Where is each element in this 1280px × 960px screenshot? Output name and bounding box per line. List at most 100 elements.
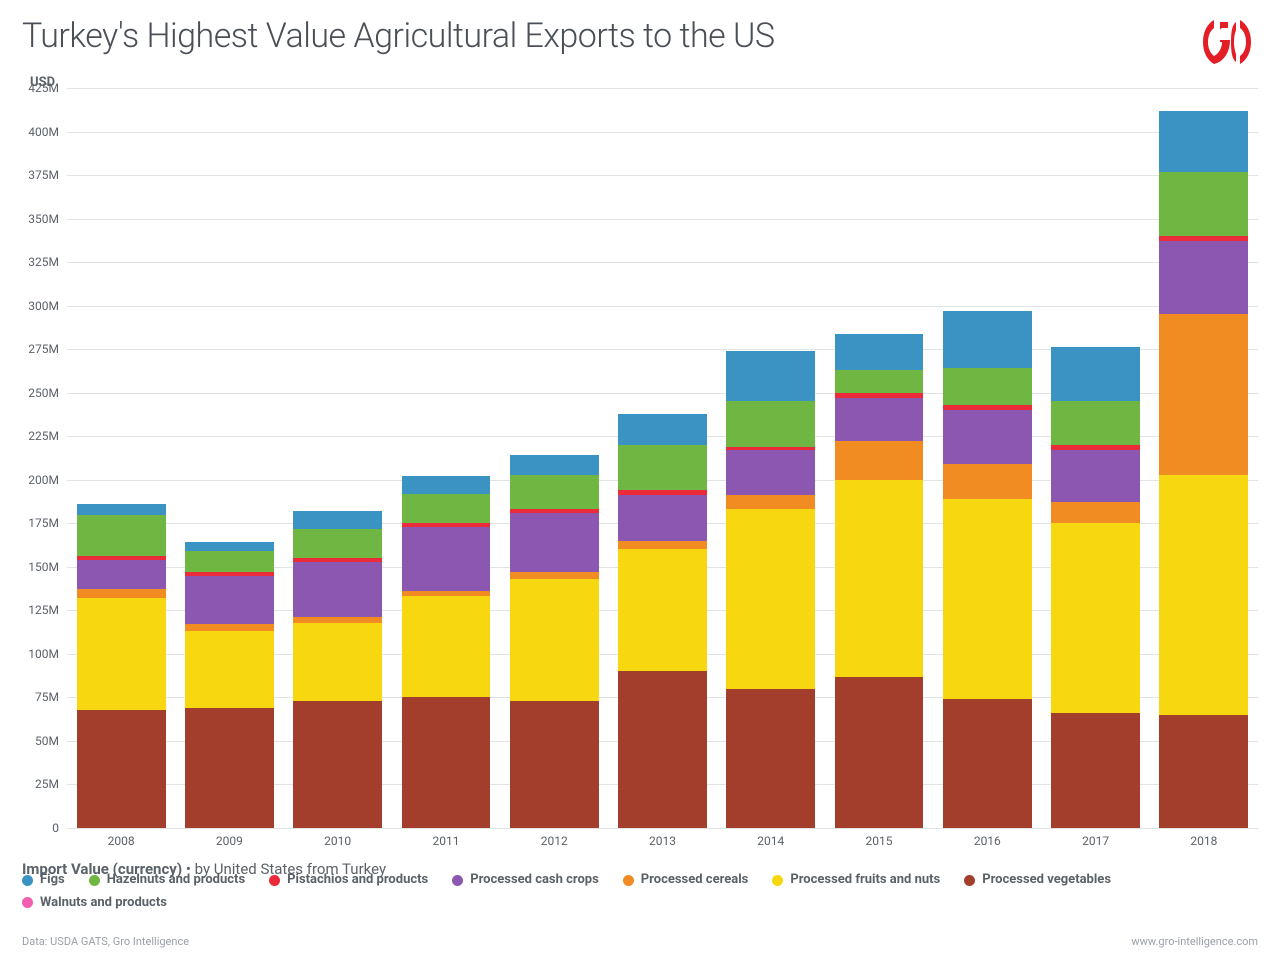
legend-label: Processed cereals (641, 869, 749, 891)
bar-segment (726, 495, 815, 509)
bar-segment (402, 697, 491, 828)
legend-item: Processed fruits and nuts (772, 869, 940, 891)
bar-chart: 025M50M75M100M125M150M175M200M225M250M27… (67, 88, 1258, 828)
legend-item: Walnuts and products (22, 892, 167, 914)
legend-swatch (452, 875, 463, 886)
y-tick: 200M (28, 473, 59, 487)
bar-segment (185, 576, 274, 625)
bar-segment (510, 509, 599, 512)
bar-segment (402, 523, 491, 526)
bar-segment (943, 368, 1032, 405)
bar-segment (835, 441, 924, 479)
bar-segment (943, 699, 1032, 828)
legend-item: Hazelnuts and products (89, 869, 245, 891)
bar-segment (1051, 523, 1140, 713)
y-tick: 25M (35, 777, 59, 791)
bar-segment (402, 596, 491, 697)
y-tick: 425M (28, 81, 59, 95)
bar-segment (1051, 347, 1140, 401)
y-tick: 350M (28, 212, 59, 226)
legend-item: Figs (22, 869, 65, 891)
bar-segment (1051, 713, 1140, 828)
bar-segment (726, 401, 815, 446)
y-tick: 0 (52, 821, 59, 835)
bar-segment (1159, 172, 1248, 236)
x-tick: 2018 (1190, 834, 1217, 848)
bar-segment (1159, 241, 1248, 314)
bar-segment (293, 529, 382, 559)
legend-swatch (964, 875, 975, 886)
bar-segment (402, 591, 491, 596)
bar-segment (402, 476, 491, 493)
bar-segment (185, 542, 274, 551)
y-tick: 375M (28, 168, 59, 182)
bar-segment (943, 499, 1032, 699)
bar-column (726, 88, 815, 828)
data-source: Data: USDA GATS, Gro Intelligence (22, 935, 189, 948)
bar-segment (510, 513, 599, 572)
bar-segment (510, 572, 599, 579)
bar-column (1159, 88, 1248, 828)
bar-segment (185, 572, 274, 575)
bar-segment (943, 410, 1032, 464)
y-tick: 325M (28, 255, 59, 269)
bar-segment (1051, 502, 1140, 523)
bar-segment (835, 370, 924, 393)
bar-segment (835, 398, 924, 442)
bar-segment (77, 710, 166, 828)
legend-swatch (22, 897, 33, 908)
gro-logo (1196, 18, 1258, 70)
y-tick: 300M (28, 299, 59, 313)
bar-segment (77, 589, 166, 598)
y-tick: 150M (28, 560, 59, 574)
legend-label: Walnuts and products (40, 892, 167, 914)
bar-segment (185, 708, 274, 828)
bar-column (510, 88, 599, 828)
bar-segment (943, 464, 1032, 499)
y-tick: 400M (28, 125, 59, 139)
bar-segment (185, 631, 274, 708)
bar-segment (726, 450, 815, 495)
bar-segment (835, 480, 924, 677)
y-tick: 50M (35, 734, 59, 748)
legend-swatch (772, 875, 783, 886)
legend-label: Processed vegetables (982, 869, 1111, 891)
bar-segment (726, 689, 815, 828)
bar-segment (402, 527, 491, 591)
bar-segment (1051, 450, 1140, 502)
x-tick: 2009 (216, 834, 243, 848)
bar-segment (402, 494, 491, 524)
bar-column (293, 88, 382, 828)
bar-segment (293, 617, 382, 622)
x-tick: 2010 (324, 834, 351, 848)
legend: FigsHazelnuts and productsPistachios and… (22, 869, 1258, 914)
bar-column (1051, 88, 1140, 828)
bar-segment (77, 556, 166, 559)
x-tick: 2014 (757, 834, 784, 848)
gridline (67, 828, 1258, 829)
y-tick: 75M (35, 690, 59, 704)
bar-column (835, 88, 924, 828)
bar-segment (835, 334, 924, 371)
page-title: Turkey's Highest Value Agricultural Expo… (22, 16, 775, 56)
bar-segment (293, 558, 382, 561)
x-tick: 2016 (974, 834, 1001, 848)
bar-segment (726, 509, 815, 688)
bar-segment (618, 445, 707, 490)
x-tick: 2013 (649, 834, 676, 848)
bar-segment (618, 495, 707, 540)
bar-segment (77, 515, 166, 557)
bar-segment (185, 551, 274, 572)
legend-swatch (89, 875, 100, 886)
legend-label: Processed cash crops (470, 869, 599, 891)
bar-segment (510, 475, 599, 510)
site-url: www.gro-intelligence.com (1131, 935, 1258, 948)
bar-segment (510, 701, 599, 828)
bar-segment (943, 311, 1032, 368)
x-tick: 2008 (108, 834, 135, 848)
bar-column (943, 88, 1032, 828)
bar-segment (293, 511, 382, 528)
bar-segment (1051, 445, 1140, 450)
bar-segment (726, 447, 815, 450)
y-tick: 250M (28, 386, 59, 400)
